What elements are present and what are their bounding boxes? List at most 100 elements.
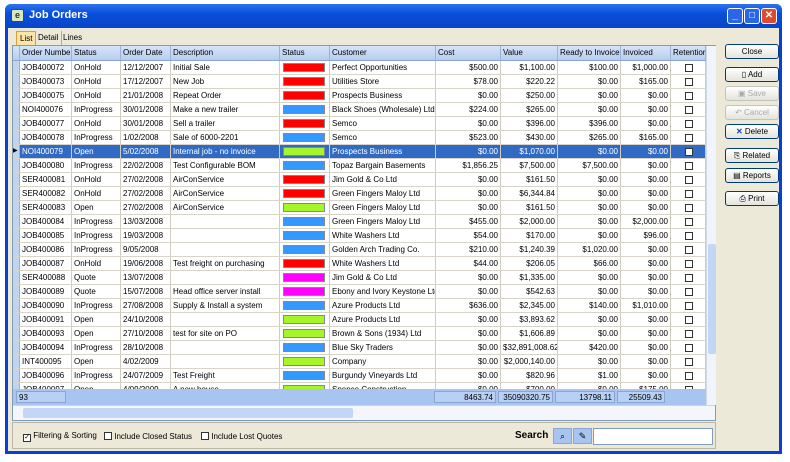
row-indicator[interactable]	[13, 187, 20, 200]
retention-checkbox[interactable]	[685, 92, 693, 100]
table-row[interactable]: SER400081 OnHold 27/02/2008 AirConService Ji…	[13, 173, 706, 187]
retention-checkbox[interactable]	[685, 330, 693, 338]
row-indicator[interactable]	[13, 75, 20, 88]
table-row[interactable]: JOB400080 InProgress 22/02/2008 Test Config…	[13, 159, 706, 173]
row-indicator[interactable]	[13, 117, 20, 130]
retention-checkbox[interactable]	[685, 344, 693, 352]
retention-checkbox[interactable]	[685, 260, 693, 268]
retention-checkbox[interactable]	[685, 190, 693, 198]
table-row[interactable]: SER400088 Quote 13/07/2008 Jim Gold & Co Lt…	[13, 271, 706, 285]
tab-lines[interactable]: Lines	[63, 33, 83, 42]
delete-button[interactable]: ✕ Delete	[725, 124, 779, 139]
row-indicator[interactable]	[13, 61, 20, 74]
retention-checkbox[interactable]	[685, 120, 693, 128]
row-indicator[interactable]	[13, 159, 20, 172]
reports-button[interactable]: ▤ Reports	[725, 168, 779, 183]
filtering-sorting-checkbox[interactable]: ✓ Filtering & Sorting	[23, 431, 97, 442]
related-button[interactable]: ⎘ Related	[725, 148, 779, 163]
cancel-button[interactable]: ↶ Cancel	[725, 105, 779, 120]
horizontal-scrollbar[interactable]	[13, 405, 715, 420]
row-indicator[interactable]	[13, 131, 20, 144]
table-row[interactable]: JOB400091 Open 24/10/2008 Azure Products Lt…	[13, 313, 706, 327]
column-header-status-color[interactable]: Status	[280, 46, 330, 60]
row-indicator[interactable]	[13, 355, 20, 368]
column-header-invoiced[interactable]: Invoiced	[621, 46, 671, 60]
retention-checkbox[interactable]	[685, 78, 693, 86]
column-header-description[interactable]: Description	[171, 46, 280, 60]
vertical-scroll-thumb[interactable]	[708, 244, 716, 354]
row-indicator[interactable]: ▶	[13, 145, 20, 158]
close-window-button[interactable]: ✕	[761, 8, 777, 24]
row-indicator[interactable]	[13, 103, 20, 116]
table-row[interactable]: JOB400084 InProgress 13/03/2008 Green Finge…	[13, 215, 706, 229]
include-lost-quotes-checkbox[interactable]: Include Lost Quotes	[201, 431, 282, 441]
retention-checkbox[interactable]	[685, 302, 693, 310]
column-header-order-date[interactable]: Order Date	[121, 46, 171, 60]
row-indicator[interactable]	[13, 369, 20, 382]
table-row[interactable]: JOB400093 Open 27/10/2008 test for site on …	[13, 327, 706, 341]
retention-checkbox[interactable]	[685, 64, 693, 72]
retention-checkbox[interactable]	[685, 288, 693, 296]
row-indicator[interactable]	[13, 341, 20, 354]
retention-checkbox[interactable]	[685, 232, 693, 240]
row-indicator[interactable]	[13, 215, 20, 228]
column-header-order-number[interactable]: Order Number	[20, 46, 72, 60]
table-row[interactable]: JOB400087 OnHold 19/06/2008 Test freight on…	[13, 257, 706, 271]
retention-checkbox[interactable]	[685, 246, 693, 254]
row-indicator[interactable]	[13, 257, 20, 270]
table-row[interactable]: JOB400075 OnHold 21/01/2008 Repeat Order Pro…	[13, 89, 706, 103]
column-header-status[interactable]: Status	[72, 46, 121, 60]
row-indicator[interactable]	[13, 89, 20, 102]
retention-checkbox[interactable]	[685, 134, 693, 142]
horizontal-scroll-thumb[interactable]	[23, 408, 353, 418]
table-row[interactable]: JOB400094 InProgress 28/10/2008 Blue Sky Tr…	[13, 341, 706, 355]
row-indicator[interactable]	[13, 313, 20, 326]
retention-checkbox[interactable]	[685, 176, 693, 184]
column-header-customer[interactable]: Customer	[330, 46, 436, 60]
binoculars-search-icon[interactable]: ⌕	[553, 428, 572, 444]
table-row[interactable]: NOI400076 InProgress 30/01/2008 Make a new …	[13, 103, 706, 117]
column-header-ready-to-invoice[interactable]: Ready to Invoice	[558, 46, 621, 60]
tab-list[interactable]: List	[16, 31, 37, 45]
row-indicator[interactable]	[13, 229, 20, 242]
vertical-scrollbar[interactable]	[706, 46, 716, 405]
table-row[interactable]: ▶ NOI400079 Open 5/02/2008 Internal job - no…	[13, 145, 706, 159]
retention-checkbox[interactable]	[685, 316, 693, 324]
retention-checkbox[interactable]	[685, 358, 693, 366]
row-indicator[interactable]	[13, 173, 20, 186]
row-indicator[interactable]	[13, 271, 20, 284]
search-input[interactable]	[593, 428, 713, 445]
retention-checkbox[interactable]	[685, 148, 693, 156]
row-indicator[interactable]	[13, 299, 20, 312]
row-indicator[interactable]	[13, 327, 20, 340]
row-indicator[interactable]	[13, 285, 20, 298]
tab-detail[interactable]: Detail	[35, 31, 63, 45]
table-row[interactable]: SER400082 OnHold 27/02/2008 AirConService Gr…	[13, 187, 706, 201]
table-row[interactable]: JOB400073 OnHold 17/12/2007 New Job Utilitie…	[13, 75, 706, 89]
column-header-value[interactable]: Value	[501, 46, 558, 60]
include-closed-checkbox[interactable]: Include Closed Status	[104, 431, 192, 441]
column-header-retention[interactable]: Retention	[671, 46, 706, 60]
table-row[interactable]: JOB400086 InProgress 9/05/2008 Golden Arch …	[13, 243, 706, 257]
table-row[interactable]: INT400095 Open 4/02/2009 Company $0.00 $2,000…	[13, 355, 706, 369]
column-header-cost[interactable]: Cost	[436, 46, 501, 60]
table-row[interactable]: JOB400077 OnHold 30/01/2008 Sell a trailer S…	[13, 117, 706, 131]
table-row[interactable]: JOB400078 InProgress 1/02/2008 Sale of 6000…	[13, 131, 706, 145]
table-row[interactable]: JOB400072 OnHold 12/12/2007 Initial Sale Per…	[13, 61, 706, 75]
table-row[interactable]: JOB400089 Quote 15/07/2008 Head office serv…	[13, 285, 706, 299]
retention-checkbox[interactable]	[685, 274, 693, 282]
save-button[interactable]: ▣ Save	[725, 86, 779, 101]
eraser-clear-icon[interactable]: ✎	[573, 428, 592, 444]
table-row[interactable]: SER400083 Open 27/02/2008 AirConService Gree…	[13, 201, 706, 215]
print-button[interactable]: ⎙ Print	[725, 191, 779, 206]
add-button[interactable]: ▯ Add	[725, 67, 779, 82]
retention-checkbox[interactable]	[685, 204, 693, 212]
maximize-button[interactable]: □	[744, 8, 760, 24]
retention-checkbox[interactable]	[685, 162, 693, 170]
close-button[interactable]: Close	[725, 44, 779, 59]
row-indicator[interactable]	[13, 243, 20, 256]
table-row[interactable]: JOB400096 InProgress 24/07/2009 Test Freigh…	[13, 369, 706, 383]
minimize-button[interactable]: _	[727, 8, 743, 24]
row-indicator[interactable]	[13, 201, 20, 214]
table-row[interactable]: JOB400090 InProgress 27/08/2008 Supply & In…	[13, 299, 706, 313]
